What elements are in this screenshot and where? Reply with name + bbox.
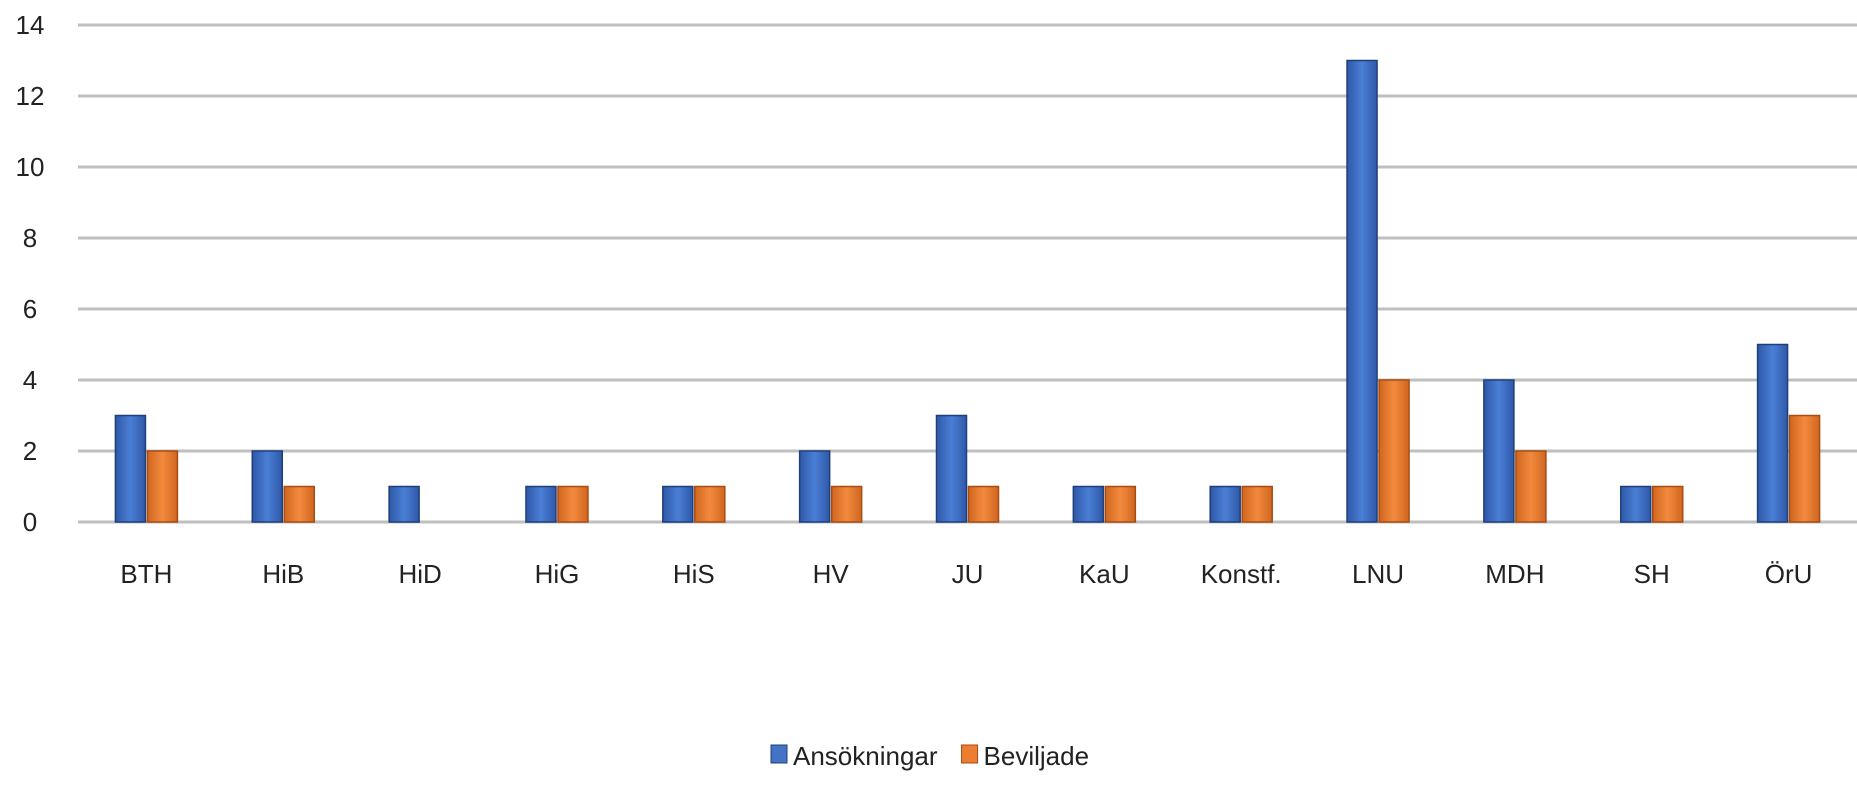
bar-ansokningar-ju [935, 414, 968, 523]
x-tick-label: JU [952, 559, 984, 589]
bars [114, 59, 1821, 523]
bar-beviljade-hib [283, 485, 316, 523]
bar-beviljade-hv [830, 485, 863, 523]
x-tick-label: HiS [673, 559, 715, 589]
bar-ansokningar-hig [525, 485, 557, 523]
bar-ansokningar-hv [798, 450, 831, 523]
y-tick-label: 14 [16, 10, 45, 40]
bar-beviljade-lnu [1378, 379, 1410, 523]
x-tick-label: HiG [535, 559, 580, 589]
bar-ansokningar-lnu [1346, 59, 1378, 523]
x-tick-label: HV [813, 559, 850, 589]
legend-swatch-ansokningar [770, 744, 788, 764]
bar-beviljade-sh [1651, 485, 1684, 523]
bar-beviljade-hig [557, 485, 589, 523]
bar-beviljade-his [694, 485, 726, 523]
gridlines [78, 23, 1857, 524]
bar-ansokningar-kau [1072, 485, 1105, 523]
legend-swatch-beviljade [961, 744, 979, 764]
x-tick-label: BTH [120, 559, 172, 589]
legend: Ansökningar Beviljade [770, 741, 1090, 771]
y-tick-label: 12 [16, 81, 45, 111]
x-tick-label: HiD [398, 559, 441, 589]
bar-beviljade-konstf [1241, 485, 1273, 523]
x-tick-label: LNU [1352, 559, 1404, 589]
bar-ansokningar-konstf [1209, 485, 1241, 523]
bar-ansokningar-hid [388, 485, 420, 523]
x-tick-label: HiB [262, 559, 304, 589]
bar-ansokningar-bth [114, 414, 147, 523]
bar-ansokningar-sh [1619, 485, 1652, 523]
bar-beviljade-ru [1788, 414, 1821, 523]
bar-beviljade-ju [967, 485, 1000, 523]
y-tick-label: 10 [16, 152, 45, 182]
y-axis-tick-labels: 0 2 4 6 8 10 12 14 [16, 10, 45, 537]
x-tick-label: SH [1634, 559, 1670, 589]
legend-label-beviljade: Beviljade [984, 741, 1090, 771]
bar-beviljade-kau [1104, 485, 1137, 523]
y-tick-label: 8 [23, 223, 37, 253]
x-tick-label: Konstf. [1201, 559, 1282, 589]
bar-ansokningar-his [662, 485, 694, 523]
x-tick-label: ÖrU [1765, 559, 1813, 589]
bar-beviljade-mdh [1515, 450, 1547, 523]
bar-ansokningar-ru [1756, 343, 1789, 523]
legend-label-ansokningar: Ansökningar [793, 741, 938, 771]
y-tick-label: 6 [23, 294, 37, 324]
y-tick-label: 2 [23, 436, 37, 466]
x-tick-label: KaU [1079, 559, 1130, 589]
y-tick-label: 4 [23, 365, 37, 395]
bar-beviljade-bth [146, 450, 179, 523]
x-tick-label: MDH [1485, 559, 1544, 589]
x-axis-tick-labels: BTH HiB HiD HiG HiS HV JU KaU Konstf. LNU MDH SH ÖrU [120, 559, 1812, 589]
y-tick-label: 0 [23, 507, 37, 537]
bar-ansokningar-mdh [1483, 379, 1515, 523]
bar-ansokningar-hib [251, 450, 284, 523]
